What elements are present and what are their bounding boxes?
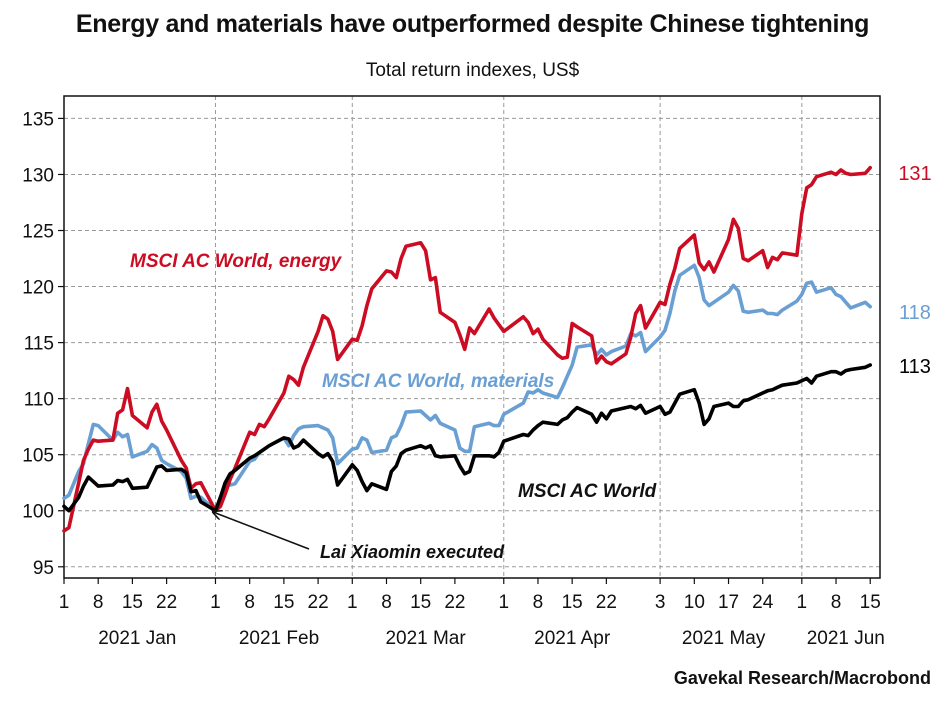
end-label-energy: 131 <box>898 163 931 185</box>
x-month-label: 2021 Apr <box>534 628 611 649</box>
x-tick-label: 15 <box>122 592 143 613</box>
x-tick-label: 15 <box>410 592 431 613</box>
y-tick-label: 110 <box>24 390 54 411</box>
y-tick-label: 100 <box>22 502 54 523</box>
label-materials: MSCI AC World, materials <box>322 371 554 392</box>
x-month-label: 2021 Mar <box>385 628 466 649</box>
x-tick-label: 8 <box>93 592 104 613</box>
y-tick-label: 130 <box>22 165 54 186</box>
x-month-label: 2021 May <box>682 628 766 649</box>
x-tick-label: 22 <box>156 592 177 613</box>
x-tick-label: 1 <box>498 592 509 613</box>
end-label-materials: 118 <box>899 302 931 324</box>
y-tick-label: 105 <box>22 446 54 467</box>
x-tick-label: 24 <box>752 592 774 613</box>
annotation-text: Lai Xiaomin executed <box>320 542 505 562</box>
x-tick-label: 15 <box>860 592 881 613</box>
energy-line <box>62 165 873 533</box>
x-tick-label: 8 <box>831 592 842 613</box>
x-tick-label: 15 <box>562 592 583 613</box>
y-tick-label: 125 <box>22 222 54 243</box>
x-tick-label: 8 <box>244 592 255 613</box>
x-tick-label: 17 <box>718 592 739 613</box>
x-tick-label: 22 <box>444 592 465 613</box>
plot-area <box>63 95 881 579</box>
annotation-arrow <box>213 512 310 550</box>
x-tick-label: 1 <box>347 592 358 613</box>
x-tick-label: 22 <box>308 592 329 613</box>
x-month-label: 2021 Feb <box>239 628 319 649</box>
x-month-label: 2021 Jun <box>807 628 885 649</box>
gridlines <box>64 96 880 578</box>
x-tick-label: 10 <box>684 592 705 613</box>
end-label-world: 113 <box>899 356 931 378</box>
world-line <box>62 363 873 513</box>
end-labels: 131 118 113 <box>898 163 931 378</box>
series-lines <box>62 165 873 533</box>
x-month-label: 2021 Jan <box>98 628 176 649</box>
x-tick-label: 15 <box>273 592 294 613</box>
label-world: MSCI AC World <box>518 481 657 502</box>
chart-title: Energy and materials have outperformed d… <box>75 10 870 38</box>
x-tick-label: 8 <box>533 592 544 613</box>
y-tick-label: 115 <box>24 334 54 355</box>
label-energy: MSCI AC World, energy <box>130 251 343 272</box>
y-tick-label: 95 <box>33 558 54 579</box>
x-tick-label: 3 <box>655 592 666 613</box>
x-tick-label: 1 <box>210 592 221 613</box>
source-credit: Gavekal Research/Macrobond <box>673 668 931 688</box>
chart-subtitle: Total return indexes, US$ <box>365 60 580 81</box>
materials-line <box>62 263 873 513</box>
x-tick-label: 8 <box>381 592 392 613</box>
x-tick-label: 1 <box>59 592 70 613</box>
x-tick-label: 22 <box>596 592 617 613</box>
y-tick-label: 135 <box>22 109 54 130</box>
x-tick-label: 1 <box>797 592 808 613</box>
y-tick-label: 120 <box>22 278 54 299</box>
